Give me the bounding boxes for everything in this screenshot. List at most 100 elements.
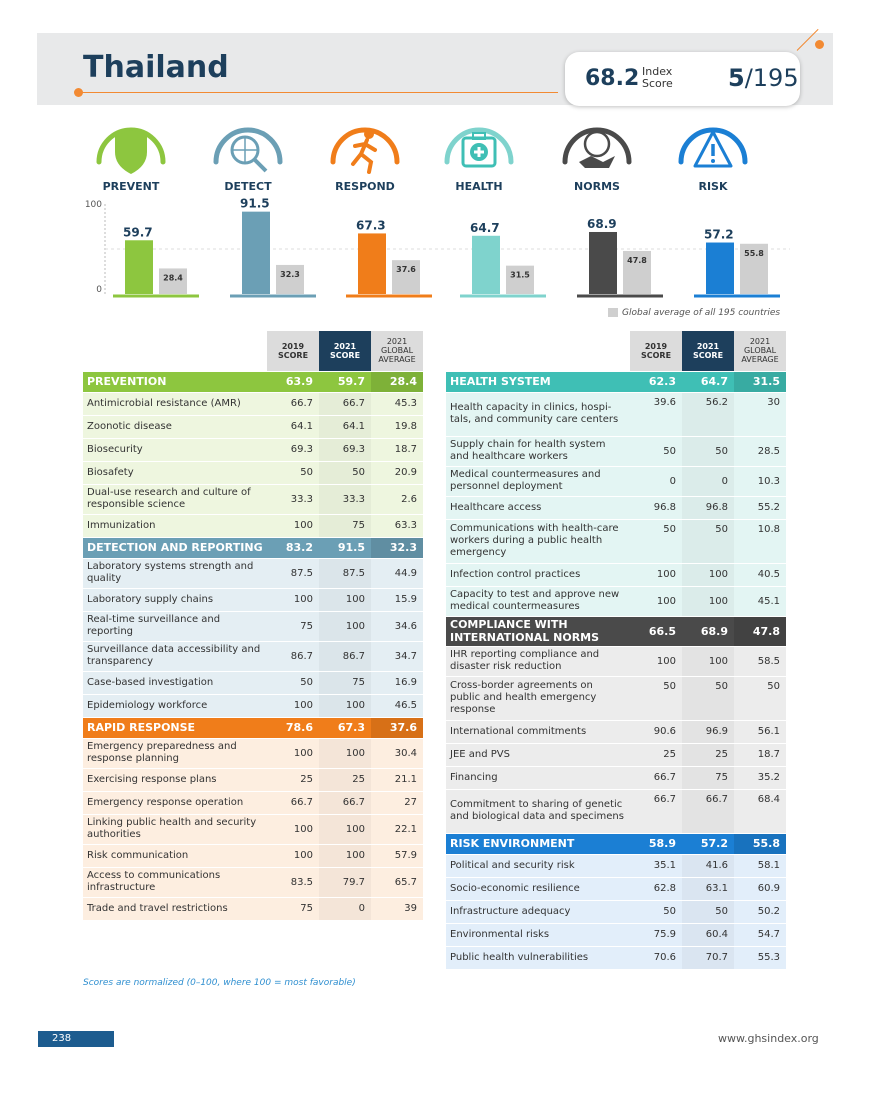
global-average: 28.5 [734,436,786,467]
table-row: Antimicrobial resistance (AMR) 66.7 66.7 45… [83,392,423,416]
row-label: Cross-border agreements on public and he… [446,676,630,721]
global-average: 16.9 [371,671,423,695]
row-label: Dual-use research and culture of respons… [83,484,267,515]
category-label: RISK [698,180,728,193]
index-score-label: Index Score [642,66,673,90]
category-detect: DETECT [193,112,303,193]
rank-total: /195 [744,64,799,92]
global-average: 34.6 [371,611,423,642]
row-label: Access to communications infrastructure [83,867,267,898]
score-2021: 0 [682,466,734,497]
row-label: Infrastructure adequacy [446,900,630,924]
header-rule [78,92,558,93]
row-label: Exercising response plans [83,768,267,792]
row-label: Case-based investigation [83,671,267,695]
left-score-table: 2019 SCORE 2021 SCORE 2021 GLOBAL AVERAGE PREVE… [83,331,423,921]
table-row: Commitment to sharing of genetic and bio… [446,789,786,834]
row-label: International commitments [446,720,630,744]
row-label: RISK ENVIRONMENT [446,833,630,855]
score-2019: 75 [267,611,319,642]
avg-bar-detect [276,264,304,294]
score-2021: 25 [682,743,734,767]
score-2021: 96.9 [682,720,734,744]
header-dot [74,88,83,97]
category-prevent: PREVENT [76,112,186,193]
score-2021: 66.7 [682,789,734,834]
score-2019: 86.7 [267,641,319,672]
score-2019: 69.3 [267,438,319,462]
table-row: Cross-border agreements on public and he… [446,676,786,721]
score-2021: 75 [319,514,371,538]
row-label: Medical countermeasures and personnel de… [446,466,630,497]
score-2021: 100 [682,646,734,677]
global-average: 46.5 [371,694,423,718]
global-average: 37.6 [371,717,423,739]
global-average: 57.9 [371,844,423,868]
row-label: Laboratory supply chains [83,588,267,612]
table-row: JEE and PVS 25 25 18.7 [446,743,786,767]
score-2021: 41.6 [682,854,734,878]
table-row: Capacity to test and approve new medical… [446,586,786,617]
score-2019: 63.9 [267,371,319,393]
table-row: Emergency preparedness and response plan… [83,738,423,769]
avg-label-detect: 32.3 [280,270,300,279]
score-2021: 100 [682,586,734,617]
score-2019: 66.7 [267,392,319,416]
score-2019: 100 [267,814,319,845]
table-row: Dual-use research and culture of respons… [83,484,423,515]
category-bar-chart: 100 0 59.7 28.4 91.5 32.3 67.3 37.6 64.7 31.5 68.9… [85,197,790,298]
chart-legend: Global average of all 195 countries [608,308,780,318]
corner-dot [815,40,824,49]
row-label: Commitment to sharing of genetic and bio… [446,789,630,834]
score-2021: 66.7 [319,791,371,815]
score-2019: 75 [267,897,319,921]
header-global-average: 2021 GLOBAL AVERAGE [734,331,786,372]
score-box [565,52,800,106]
table-row: Exercising response plans 25 25 21.1 [83,768,423,792]
category-norms: NORMS [542,112,652,193]
score-2019: 78.6 [267,717,319,739]
global-average: 45.1 [734,586,786,617]
row-label: PREVENTION [83,371,267,393]
score-2019: 90.6 [630,720,682,744]
score-2021: 33.3 [319,484,371,515]
legend-label: Global average of all 195 countries [622,308,781,318]
header-spacer [83,331,267,372]
avg-label-norms: 47.8 [627,256,647,265]
score-2019: 33.3 [267,484,319,515]
score-2021: 96.8 [682,496,734,520]
avg-bar-risk [740,243,768,294]
table-row: Supply chain for health system and healt… [446,436,786,467]
index-score-label-line2: Score [642,77,673,90]
score-2021: 86.7 [319,641,371,672]
score-2019: 39.6 [630,392,682,437]
global-average: 32.3 [371,537,423,559]
score-2021: 64.1 [319,415,371,439]
score-2019: 96.8 [630,496,682,520]
section-row: COMPLIANCE WITH INTERNATIONAL NORMS 66.5 6… [446,616,786,647]
avg-label-respond: 37.6 [396,265,416,274]
footnote: Scores are normalized (0–100, where 100 … [83,978,356,988]
row-label: Public health vulnerabilities [446,946,630,970]
score-2021: 50 [682,519,734,564]
score-2021: 60.4 [682,923,734,947]
global-average: 21.1 [371,768,423,792]
score-2019: 100 [630,646,682,677]
bar-health [472,235,500,294]
score-2019: 50 [267,461,319,485]
avg-bar-norms [623,250,651,294]
rank: 5/195 [728,64,799,92]
table-row: Risk communication 100 100 57.9 [83,844,423,868]
header-global-average: 2021 GLOBAL AVERAGE [371,331,423,372]
header-2019: 2019 SCORE [267,331,319,372]
table-row: Biosafety 50 50 20.9 [83,461,423,485]
row-label: Infection control practices [446,563,630,587]
category-risk: RISK [658,112,768,193]
value-label-detect: 91.5 [240,197,270,211]
shield-icon [96,127,166,174]
global-average: 55.3 [734,946,786,970]
score-2021: 59.7 [319,371,371,393]
value-label-risk: 57.2 [704,228,734,242]
score-2021: 75 [682,766,734,790]
category-label: HEALTH [455,180,503,193]
